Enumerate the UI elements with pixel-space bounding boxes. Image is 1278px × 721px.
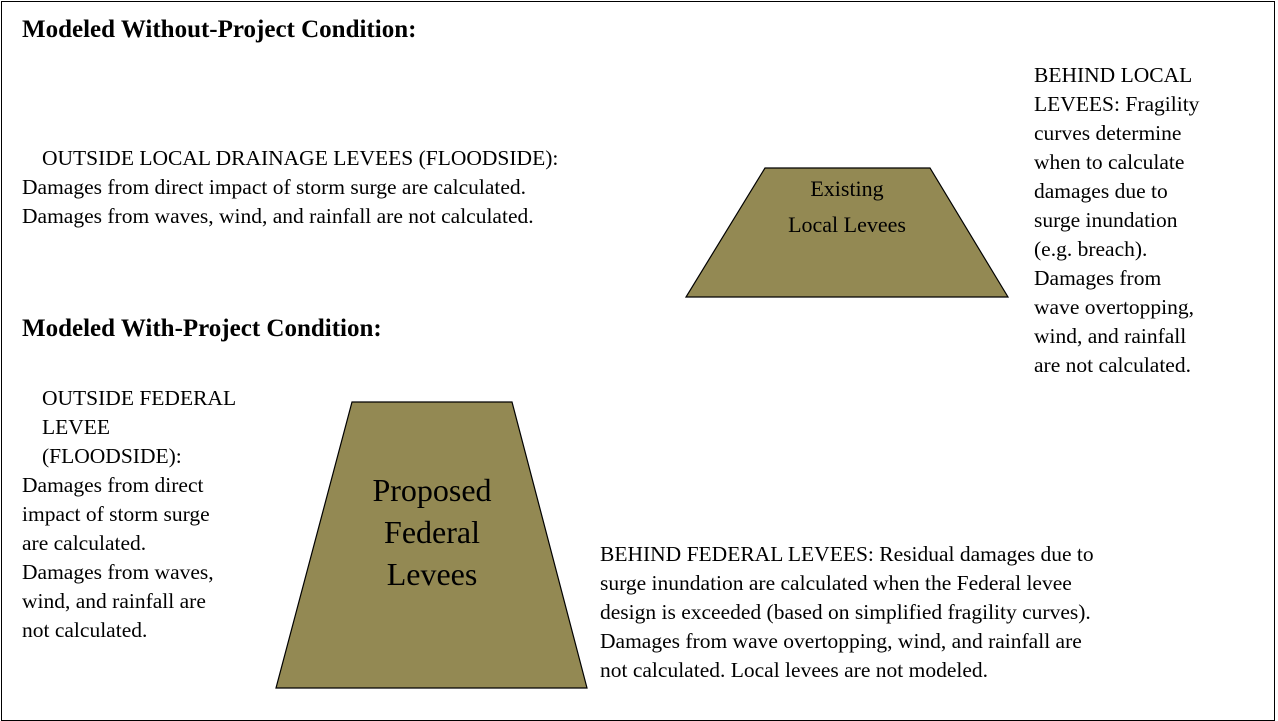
levee-label: Local Levees: [788, 212, 906, 237]
federal-levee-shape: [275, 401, 588, 689]
text-line: not calculated. Local levees are not mod…: [600, 658, 989, 682]
text-line: Damages from wave overtopping, wind, and…: [600, 629, 1082, 653]
text-line: wave overtopping,: [1034, 295, 1195, 319]
text-line: (e.g. breach).: [1034, 237, 1148, 261]
text-line: wind, and rainfall: [1034, 324, 1187, 348]
text-line: LEVEE: [42, 415, 111, 439]
text-line: LEVEES: Fragility: [1034, 92, 1200, 116]
levee-label: Existing: [810, 176, 884, 201]
text-line: wind, and rainfall are: [22, 589, 206, 613]
text-line: Damages from: [1034, 266, 1162, 290]
text-line: (FLOODSIDE):: [42, 444, 182, 468]
existing-levee-shape: [684, 167, 1010, 298]
levee-label: Proposed: [372, 472, 492, 508]
levee-label: Levees: [386, 556, 478, 592]
text-line: are calculated.: [22, 531, 147, 555]
text-line: not calculated.: [22, 618, 148, 642]
text-line: OUTSIDE LOCAL DRAINAGE LEVEES (FLOODSIDE…: [42, 146, 559, 170]
text-line: curves determine: [1034, 121, 1182, 145]
heading: Modeled With-Project Condition:: [22, 315, 382, 342]
text-line: Damages from direct: [22, 473, 204, 497]
heading: Modeled Without-Project Condition:: [22, 16, 417, 43]
text-line: when to calculate: [1034, 150, 1185, 174]
text-line: damages due to: [1034, 179, 1168, 203]
text-line: BEHIND LOCAL: [1034, 63, 1193, 87]
text-line: BEHIND FEDERAL LEVEES: Residual damages …: [600, 542, 1094, 566]
text-line: OUTSIDE FEDERAL: [42, 386, 237, 410]
text-line: Damages from waves, wind, and rainfall a…: [22, 204, 534, 228]
text-line: impact of storm surge: [22, 502, 210, 526]
levee-label: Federal: [384, 514, 480, 550]
text-line: Damages from waves,: [22, 560, 214, 584]
text-line: are not calculated.: [1034, 353, 1191, 377]
text-line: surge inundation: [1034, 208, 1178, 232]
text-line: design is exceeded (based on simplified …: [600, 600, 1091, 624]
text-line: Damages from direct impact of storm surg…: [22, 175, 527, 199]
text-line: surge inundation are calculated when the…: [600, 571, 1072, 595]
